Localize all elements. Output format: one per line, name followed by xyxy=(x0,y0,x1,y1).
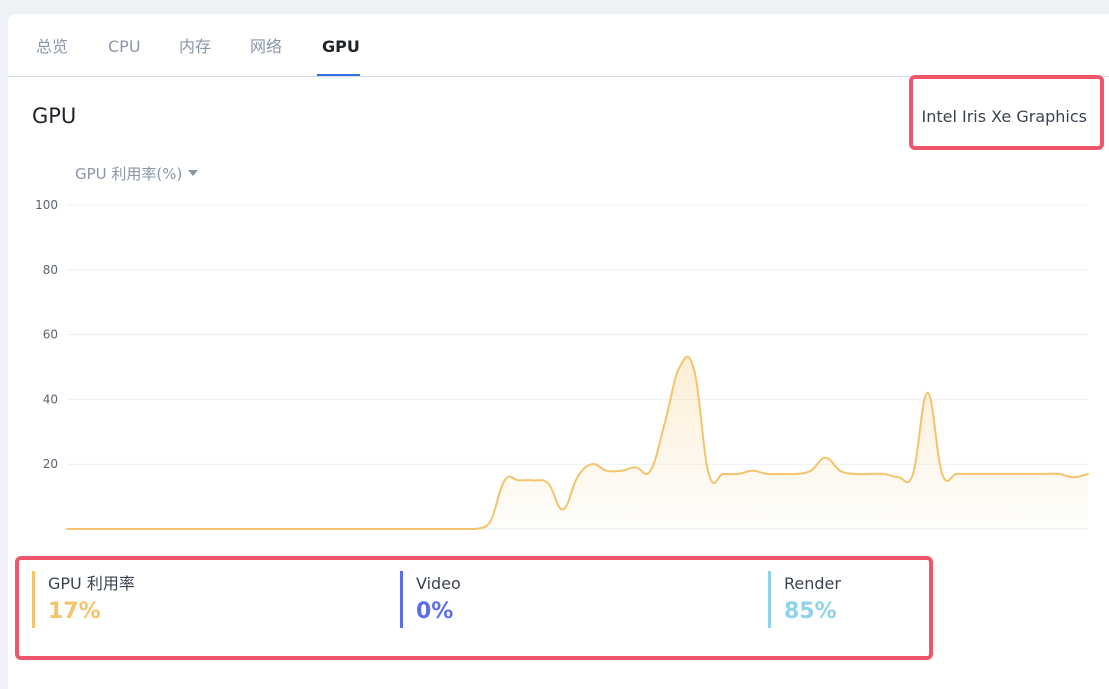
tab-memory[interactable]: 内存 xyxy=(179,37,212,56)
stat-video-bar xyxy=(400,571,403,628)
y-tick-label: 100 xyxy=(35,198,58,212)
stats-row: GPU 利用率 17% Video 0% Render 85% xyxy=(15,557,930,657)
y-tick-label: 40 xyxy=(43,392,58,406)
stat-render-label: Render xyxy=(784,574,841,593)
tab-bar: 总览 CPU 内存 网络 GPU xyxy=(8,14,1109,77)
stat-gpu-usage-label: GPU 利用率 xyxy=(48,574,135,593)
usage-area xyxy=(67,356,1088,529)
gpu-usage-chart: 20 40 60 80 100 xyxy=(35,198,1089,530)
metric-selector-dropdown[interactable]: GPU 利用率(%) xyxy=(75,163,199,184)
tab-overview[interactable]: 总览 xyxy=(36,37,69,56)
gpu-device-name: Intel Iris Xe Graphics xyxy=(921,107,1088,126)
stat-gpu-usage-value: 17% xyxy=(48,599,101,624)
section-title: GPU xyxy=(32,104,77,128)
stat-video: Video 0% xyxy=(400,571,461,628)
metric-selector-label: GPU 利用率(%) xyxy=(75,165,183,183)
active-tab-indicator xyxy=(317,74,360,76)
stat-render: Render 85% xyxy=(768,571,841,628)
y-tick-label: 60 xyxy=(43,328,58,342)
y-tick-label: 80 xyxy=(43,263,58,277)
usage-line xyxy=(66,355,1089,530)
gpu-panel: 总览 CPU 内存 网络 GPU GPU Intel Iris Xe Graph… xyxy=(8,14,1109,689)
y-tick-label: 20 xyxy=(43,457,58,471)
stat-video-value: 0% xyxy=(416,599,454,624)
stat-render-value: 85% xyxy=(784,599,837,624)
stat-render-bar xyxy=(768,571,771,628)
stat-gpu-usage-bar xyxy=(32,571,35,628)
stat-video-label: Video xyxy=(416,574,461,593)
stat-gpu-usage: GPU 利用率 17% xyxy=(32,571,135,628)
caret-down-icon xyxy=(188,169,199,176)
tab-network[interactable]: 网络 xyxy=(250,37,283,56)
tab-gpu[interactable]: GPU xyxy=(322,37,360,56)
tab-cpu[interactable]: CPU xyxy=(108,37,141,56)
